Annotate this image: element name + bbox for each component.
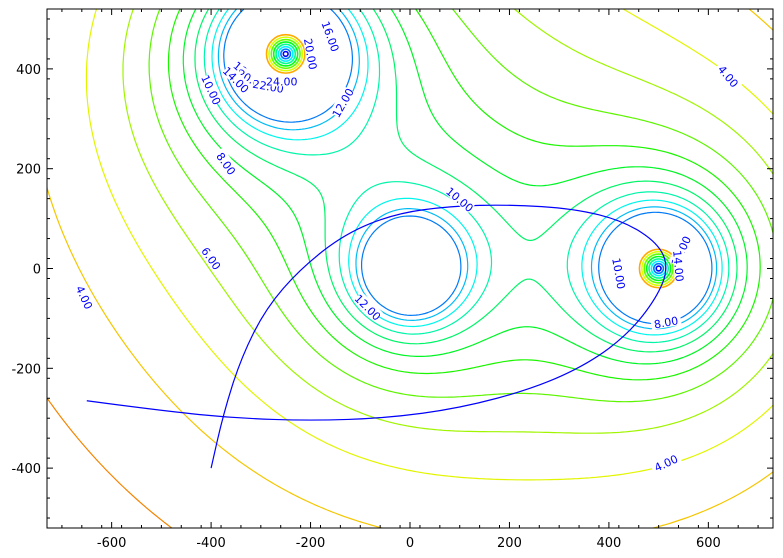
contour-label-bg: [198, 242, 226, 274]
source-core-ring: [282, 50, 289, 58]
contour-label-bg: [445, 184, 476, 214]
contour-line: [223, 9, 713, 325]
x-tick-label: 400: [596, 536, 621, 551]
contour-label-bg: [714, 60, 744, 92]
contour-label-bg: [649, 450, 682, 474]
contour-line: [182, 9, 748, 365]
contour-label-bg: [266, 74, 297, 87]
contour-line: [211, 9, 723, 336]
source-core-ring: [648, 258, 670, 279]
contour-line: [148, 9, 773, 403]
contour-label-bg: [353, 291, 384, 322]
source-core-ring: [655, 265, 662, 272]
contour-line: [167, 9, 761, 381]
contour-label: 8.00: [653, 314, 679, 331]
contour-label: 14.00: [670, 250, 686, 283]
contour-label: 24.00: [266, 75, 298, 88]
source-core-ring: [653, 262, 665, 275]
contour-line: [194, 9, 738, 353]
contour-label-bg: [611, 257, 629, 290]
x-tick-label: 600: [696, 536, 721, 551]
x-tick-label: 0: [406, 536, 414, 551]
source-core-ring: [645, 255, 672, 282]
source-core-ring: [268, 36, 304, 72]
contour-line: [47, 9, 773, 528]
contour-label: 10.00: [609, 257, 627, 290]
contour-label-bg: [213, 147, 241, 179]
contour-label: 12.00: [352, 292, 383, 323]
trajectory-line: [86, 204, 667, 469]
contour-label: 12.00: [330, 86, 357, 120]
contour-lines: [47, 9, 773, 528]
contour-line: [122, 9, 773, 434]
contour-label-bg: [650, 312, 682, 330]
x-tick-label: 200: [497, 536, 522, 551]
contour-line: [85, 9, 773, 481]
source-core-ring: [277, 45, 294, 62]
contour-label-bg: [73, 280, 97, 314]
y-tick-label: -200: [11, 362, 41, 377]
contour-label-bg: [221, 64, 252, 95]
source-core-ring: [280, 48, 292, 60]
contour-line: [217, 9, 718, 330]
contour-line: [47, 397, 173, 528]
contour-label: 16.00: [318, 20, 341, 54]
contour-label: 20.00: [301, 37, 319, 70]
contour-label-bg: [672, 250, 687, 282]
x-tick-label: -400: [196, 536, 226, 551]
contour-label-bg: [303, 37, 321, 70]
source-core-ring: [643, 253, 674, 284]
x-tick-label: -600: [97, 536, 127, 551]
x-tick-label: -200: [296, 536, 326, 551]
source-core-ring: [270, 38, 301, 70]
y-tick-label: 200: [16, 163, 41, 178]
source-core-ring: [265, 33, 306, 74]
source-core-ring: [275, 43, 297, 65]
y-tick-label: -400: [11, 462, 41, 477]
source-core-ring: [272, 41, 299, 67]
y-tick-label: 0: [33, 263, 41, 278]
contour-label-bg: [200, 73, 224, 106]
contour-line: [203, 9, 730, 344]
contour-label: 4.00: [73, 284, 95, 312]
contour-label-bg: [329, 86, 355, 119]
contour-label-bg: [320, 19, 343, 53]
contour-label: 4.00: [652, 453, 680, 475]
y-tick-label: 400: [16, 63, 41, 78]
